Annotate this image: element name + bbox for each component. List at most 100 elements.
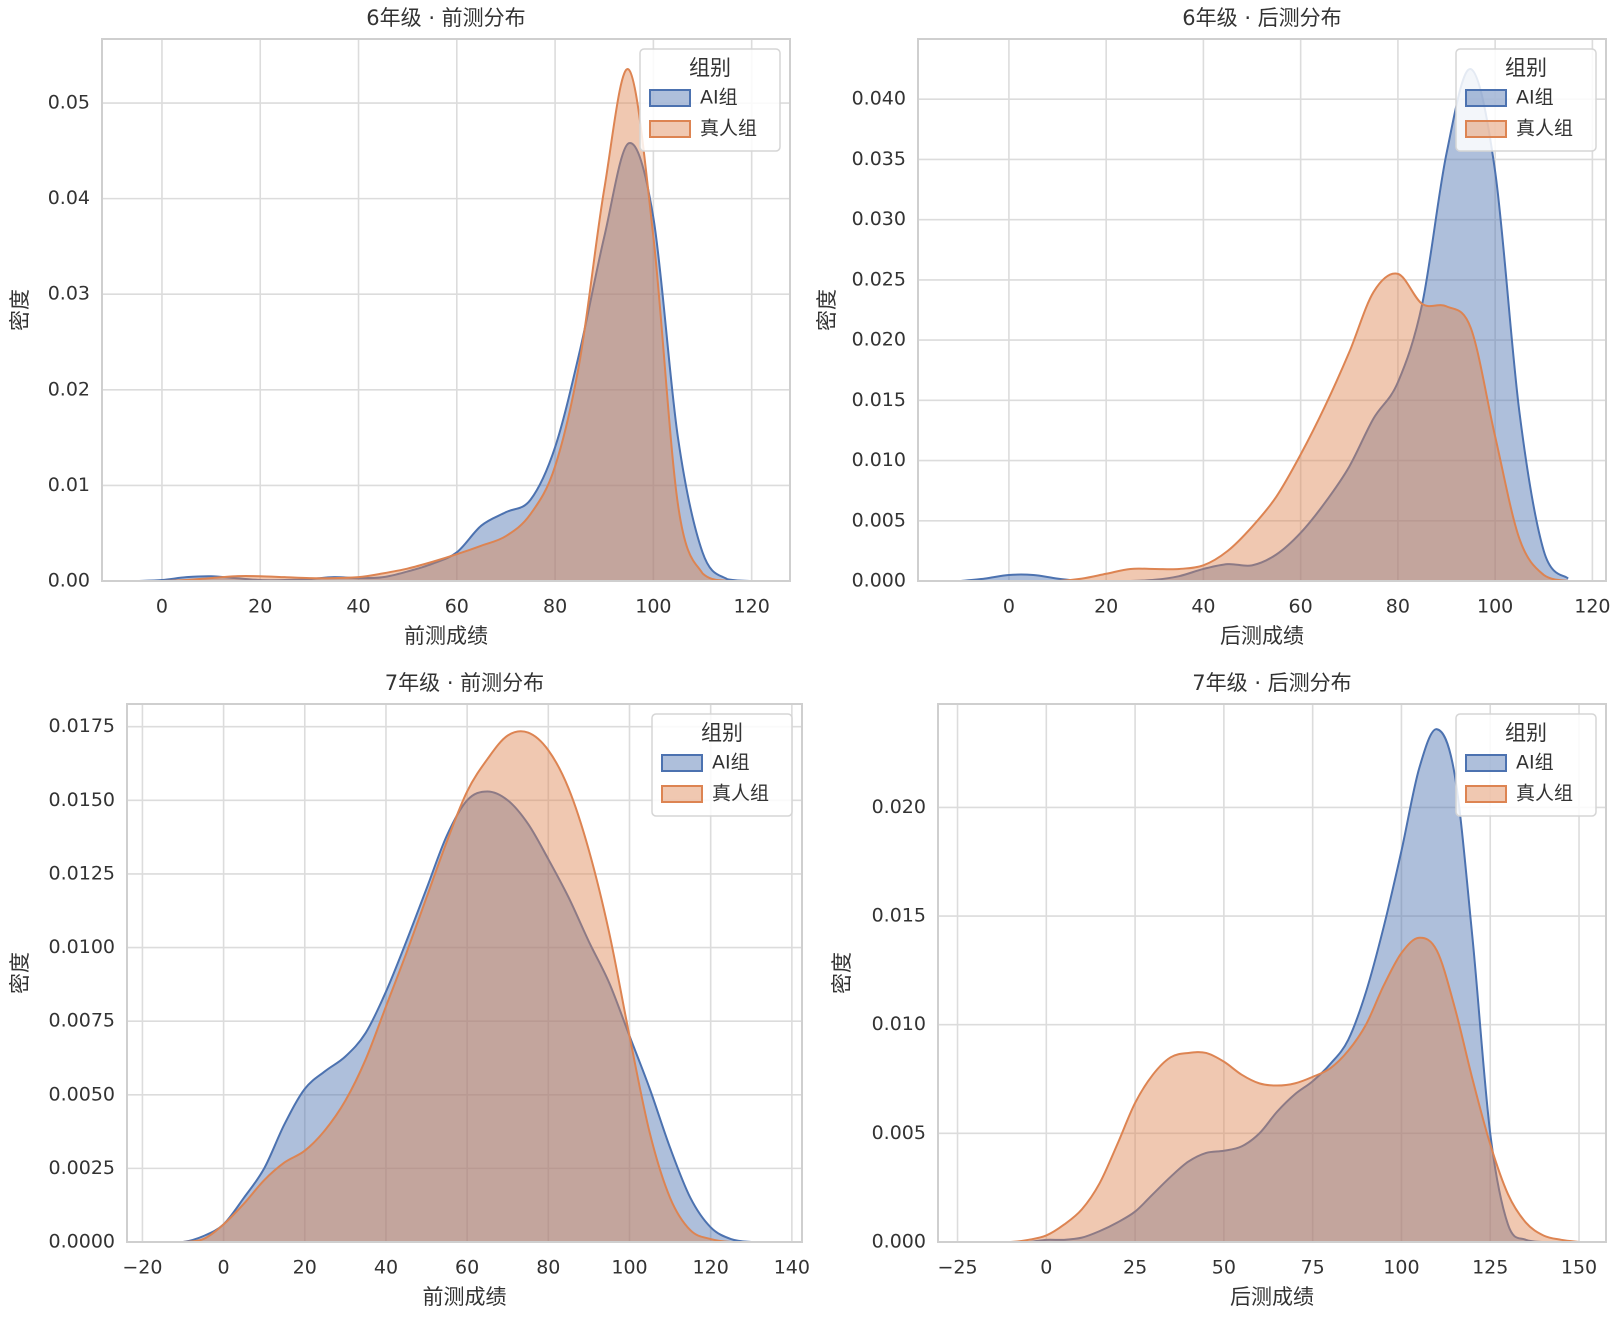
y-tick-label: 0.0125 [49, 862, 115, 884]
legend-title: 组别 [701, 721, 743, 745]
y-tick-label: 0.025 [852, 268, 906, 290]
density-area [137, 69, 752, 582]
legend-label: 真人组 [1516, 783, 1573, 805]
y-tick-label: 0.0100 [49, 936, 115, 958]
x-tick-label: 100 [1383, 1257, 1419, 1279]
x-tick-label: 40 [374, 1257, 398, 1279]
legend-swatch [649, 89, 691, 107]
x-axis-label: 前测成绩 [404, 624, 488, 648]
y-axis-label: 密度 [8, 952, 32, 994]
legend-label: AI组 [1516, 87, 1554, 109]
x-tick-label: 60 [455, 1257, 479, 1279]
y-tick-label: 0.040 [852, 88, 906, 110]
x-tick-label: 50 [1212, 1257, 1236, 1279]
y-tick-label: 0.05 [48, 92, 90, 114]
x-tick-label: 120 [693, 1257, 729, 1279]
x-tick-label: 40 [346, 596, 370, 618]
y-tick-label: 0.0075 [49, 1010, 115, 1032]
x-tick-label: 100 [1477, 596, 1513, 618]
x-tick-label: 20 [1094, 596, 1118, 618]
density-area [960, 68, 1569, 581]
legend-label: 真人组 [1516, 118, 1573, 140]
legend-label: 真人组 [700, 118, 757, 140]
x-tick-label: 120 [1574, 596, 1610, 618]
x-tick-label: 25 [1123, 1257, 1147, 1279]
x-tick-label: 125 [1472, 1257, 1508, 1279]
y-tick-label: 0.020 [872, 796, 926, 818]
plot-frame [917, 38, 1607, 582]
density-line [137, 142, 752, 582]
x-axis-label: 后测成绩 [1230, 1285, 1314, 1309]
y-tick-label: 0.005 [872, 1122, 926, 1144]
density-area [142, 731, 772, 1242]
x-tick-label: 80 [1386, 596, 1410, 618]
y-tick-label: 0.0025 [49, 1157, 115, 1179]
y-tick-label: 0.030 [852, 208, 906, 230]
legend-label: AI组 [1516, 752, 1554, 774]
y-tick-label: 0.00 [48, 570, 90, 592]
plot-frame [937, 703, 1607, 1243]
x-tick-label: 100 [635, 596, 671, 618]
x-tick-label: −20 [122, 1257, 162, 1279]
y-tick-label: 0.02 [48, 378, 90, 400]
x-tick-label: 80 [543, 596, 567, 618]
x-tick-label: 0 [218, 1257, 230, 1279]
x-tick-label: 140 [774, 1257, 810, 1279]
x-tick-label: 0 [156, 596, 168, 618]
plot-frame [126, 703, 803, 1243]
x-tick-label: 20 [293, 1257, 317, 1279]
y-tick-label: 0.04 [48, 187, 90, 209]
density-area [142, 791, 772, 1242]
subplot-title: 6年级 · 后测分布 [1182, 6, 1341, 30]
density-area [960, 273, 1569, 581]
legend-box [1455, 713, 1597, 817]
x-tick-label: 80 [536, 1257, 560, 1279]
y-tick-label: 0.0175 [49, 715, 115, 737]
x-axis-label: 前测成绩 [423, 1285, 507, 1309]
legend-swatch [661, 785, 703, 803]
x-tick-label: 60 [1289, 596, 1313, 618]
y-tick-label: 0.020 [852, 329, 906, 351]
plot-frame [101, 38, 791, 582]
legend-box [651, 713, 793, 817]
x-tick-label: 100 [611, 1257, 647, 1279]
y-tick-label: 0.005 [852, 509, 906, 531]
x-tick-label: 60 [445, 596, 469, 618]
legend-swatch [649, 120, 691, 138]
subplot-title: 7年级 · 后测分布 [1192, 671, 1351, 695]
legend-box [639, 48, 781, 152]
x-tick-label: 75 [1301, 1257, 1325, 1279]
density-line [142, 730, 772, 1243]
y-axis-label: 密度 [8, 289, 32, 331]
y-tick-label: 0.015 [852, 389, 906, 411]
y-tick-label: 0.035 [852, 148, 906, 170]
y-tick-label: 0.000 [852, 570, 906, 592]
y-tick-label: 0.015 [872, 905, 926, 927]
y-tick-label: 0.01 [48, 474, 90, 496]
x-axis-label: 后测成绩 [1220, 624, 1304, 648]
density-area [957, 729, 1580, 1242]
y-tick-label: 0.010 [872, 1013, 926, 1035]
y-axis-label: 密度 [830, 952, 854, 994]
y-tick-label: 0.0050 [49, 1083, 115, 1105]
x-tick-label: 120 [734, 596, 770, 618]
legend-label: AI组 [712, 752, 750, 774]
legend-label: 真人组 [712, 783, 769, 805]
legend-swatch [1465, 785, 1507, 803]
legend-swatch [1465, 89, 1507, 107]
density-line [957, 936, 1580, 1243]
legend-swatch [661, 754, 703, 772]
x-tick-label: 0 [1003, 596, 1015, 618]
y-axis-label: 密度 [815, 289, 839, 331]
x-tick-label: 20 [248, 596, 272, 618]
x-tick-label: 40 [1191, 596, 1215, 618]
y-tick-label: 0.03 [48, 283, 90, 305]
density-line [957, 728, 1580, 1243]
legend-title: 组别 [1505, 721, 1547, 745]
subplot-title: 6年级 · 前测分布 [366, 6, 525, 30]
legend-box [1455, 48, 1597, 152]
legend-title: 组别 [1505, 56, 1547, 80]
subplot-title: 7年级 · 前测分布 [385, 671, 544, 695]
